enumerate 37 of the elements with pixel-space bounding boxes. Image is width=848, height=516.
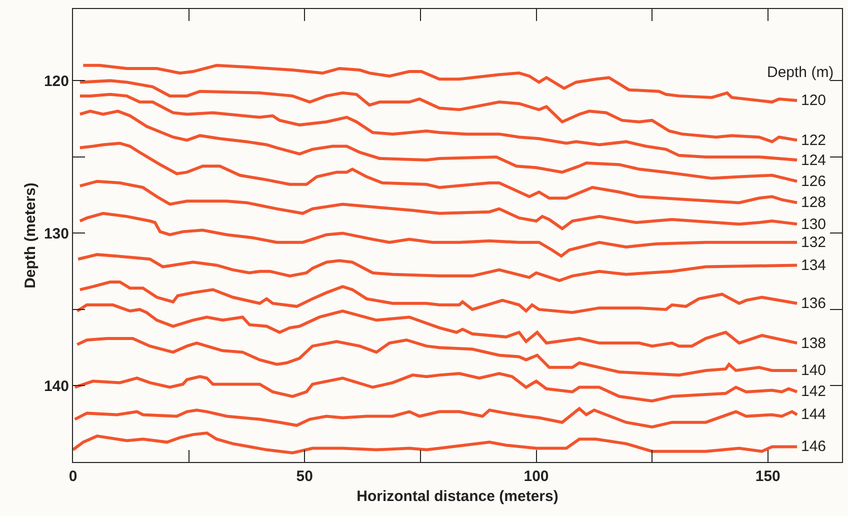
series-label: 140 xyxy=(801,362,826,379)
series-label: 136 xyxy=(801,295,826,312)
x-tick-label: 150 xyxy=(755,468,780,485)
series-label: 126 xyxy=(801,173,826,190)
series-label: 134 xyxy=(801,257,826,274)
series-label: 124 xyxy=(801,152,826,169)
legend-title: Depth (m) xyxy=(767,64,834,81)
line-series xyxy=(78,180,799,230)
line-series xyxy=(73,432,799,454)
series-label: 122 xyxy=(801,132,826,149)
line-series xyxy=(78,79,799,144)
line-series xyxy=(78,142,799,204)
series-label: 146 xyxy=(801,438,826,455)
line-series xyxy=(76,253,799,282)
line-series xyxy=(78,212,799,258)
series-label: 138 xyxy=(801,335,826,352)
series-label: 130 xyxy=(801,216,826,233)
series-label: 144 xyxy=(801,406,826,423)
series-label: 120 xyxy=(801,92,826,109)
line-series xyxy=(78,92,799,162)
y-axis-title: Depth (meters) xyxy=(22,182,40,288)
series-label: 128 xyxy=(801,194,826,211)
y-tick-label: 140 xyxy=(44,378,69,395)
line-series xyxy=(76,336,799,377)
x-tick-label: 100 xyxy=(524,468,549,485)
x-tick-label: 0 xyxy=(68,468,78,485)
x-tick-label: 50 xyxy=(296,468,313,485)
line-series xyxy=(73,372,799,402)
y-tick-label: 130 xyxy=(44,225,69,242)
line-series xyxy=(76,303,799,348)
series-label: 142 xyxy=(801,383,826,400)
line-series xyxy=(78,280,799,314)
line-series xyxy=(73,407,799,428)
x-axis-title: Horizontal distance (meters) xyxy=(356,488,558,505)
y-tick-label: 120 xyxy=(44,72,69,90)
series-label: 132 xyxy=(801,234,826,251)
line-series xyxy=(78,110,799,183)
